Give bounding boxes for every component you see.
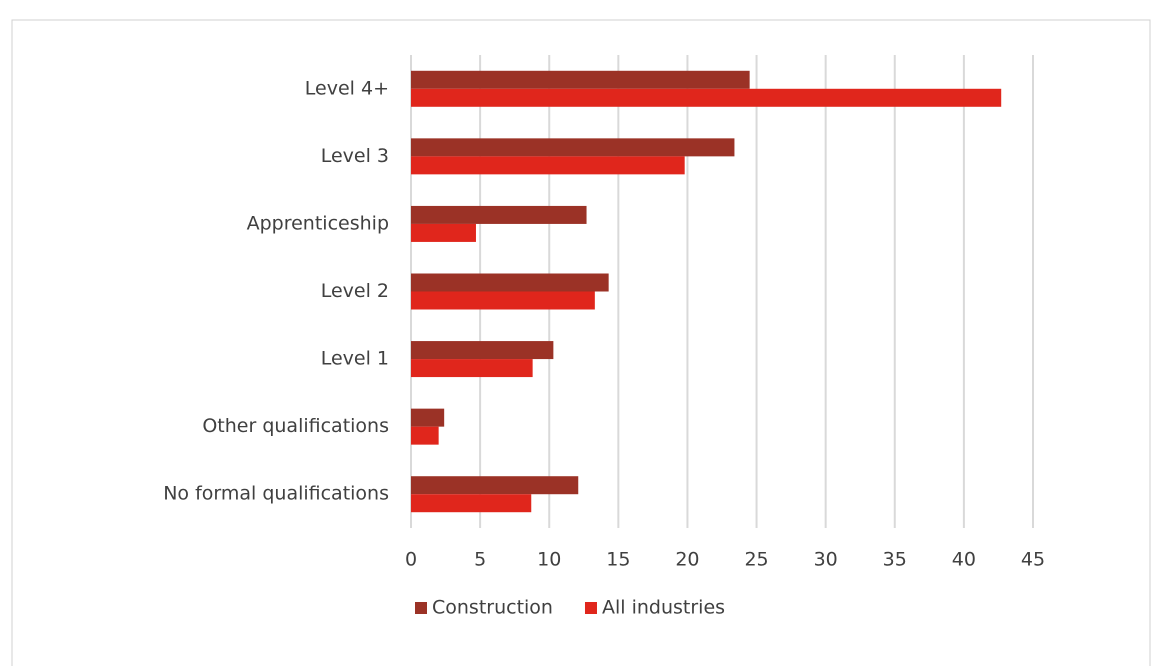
bar (411, 494, 532, 513)
y-tick-label: Level 3 (321, 145, 389, 167)
bar (411, 88, 1002, 107)
x-tick-label: 40 (952, 549, 976, 571)
x-tick-label: 25 (744, 549, 768, 571)
x-tick-label: 0 (405, 549, 417, 571)
bar (411, 341, 554, 360)
bar (411, 138, 735, 157)
y-tick-label: Level 1 (321, 348, 389, 370)
bar (411, 70, 750, 89)
legend-swatch (415, 602, 427, 614)
y-tick-label: No formal qualifications (163, 483, 389, 505)
y-tick-label: Other qualifications (202, 415, 389, 437)
x-tick-label: 35 (883, 549, 907, 571)
bar (411, 156, 685, 175)
bar (411, 408, 445, 427)
bar (411, 426, 439, 445)
chart-frame (11, 19, 1151, 666)
x-tick-label: 10 (537, 549, 561, 571)
x-tick-label: 30 (814, 549, 838, 571)
x-tick-label: 5 (474, 549, 486, 571)
bar (411, 223, 476, 242)
legend-label: All industries (602, 597, 725, 619)
bar (411, 205, 587, 224)
legend-label: Construction (432, 597, 553, 619)
bar (411, 273, 609, 292)
y-tick-label: Level 4+ (305, 77, 389, 99)
legend-swatch (584, 602, 597, 614)
x-tick-label: 45 (1021, 549, 1045, 571)
bar (411, 476, 579, 495)
y-tick-label: Level 2 (321, 280, 389, 302)
bar (411, 359, 533, 378)
x-tick-label: 20 (675, 549, 699, 571)
x-tick-label: 15 (606, 549, 630, 571)
y-tick-label: Apprenticeship (247, 212, 389, 234)
bar (411, 291, 595, 310)
